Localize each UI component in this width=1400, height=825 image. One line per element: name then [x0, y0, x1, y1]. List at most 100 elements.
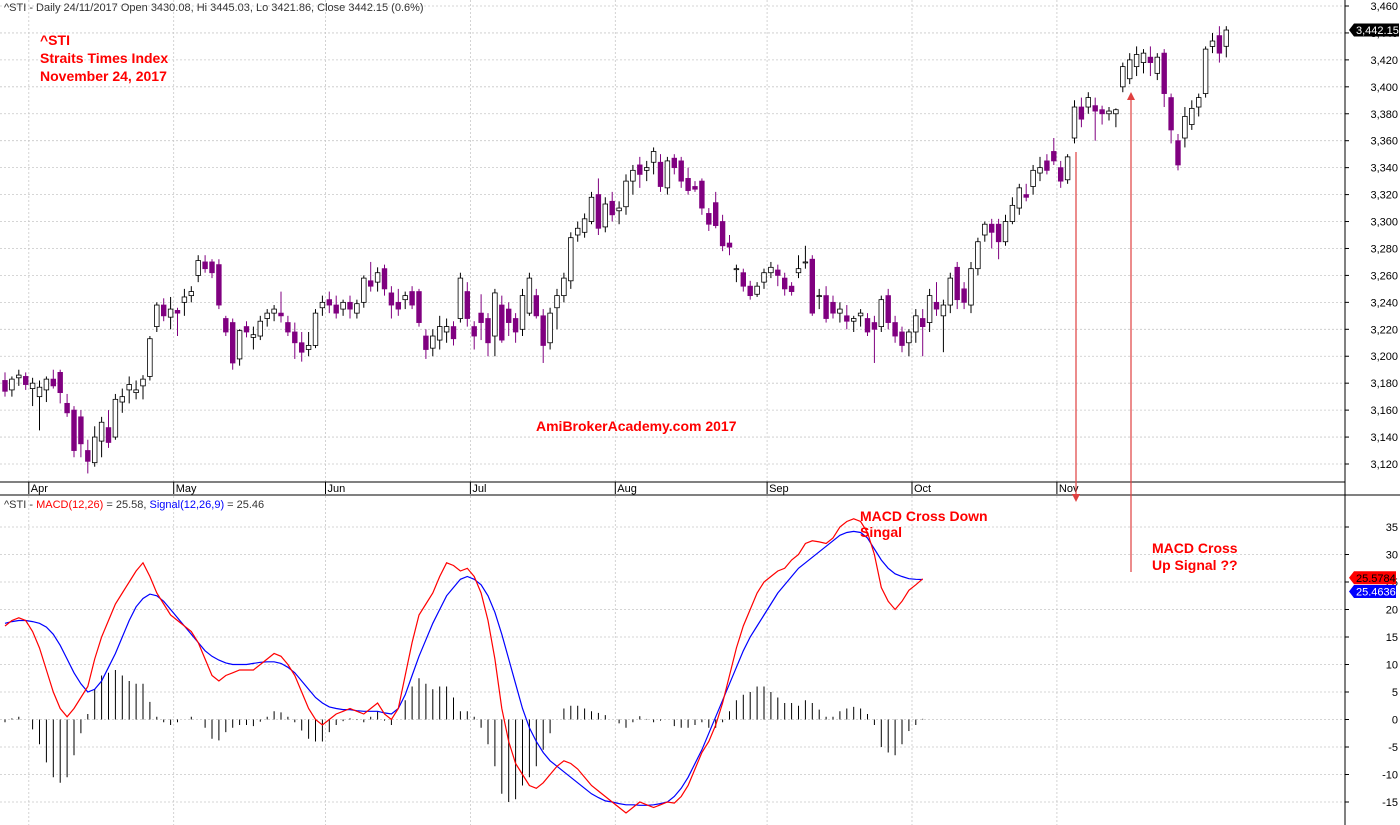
candle-down	[292, 331, 298, 344]
candle-down	[782, 277, 788, 290]
candle-up	[236, 330, 243, 360]
candle-down	[71, 409, 77, 451]
candle-up	[92, 436, 98, 464]
candle-up	[1133, 54, 1140, 68]
candle-up	[250, 334, 257, 338]
candle-up	[1002, 221, 1009, 243]
candle-up	[154, 304, 160, 327]
candle-down	[933, 301, 940, 310]
signal-line	[4, 530, 923, 806]
candle-down	[367, 280, 374, 287]
candle-up	[340, 301, 346, 310]
candle-down	[499, 304, 505, 341]
candle-up	[1030, 169, 1036, 187]
candle-up	[43, 378, 50, 391]
candle-down	[692, 186, 698, 190]
month-label: Apr	[31, 483, 48, 495]
candle-up	[1154, 56, 1160, 74]
price-tick-label: 3,280	[1370, 243, 1398, 255]
candle-down	[416, 291, 422, 323]
candle-down	[485, 318, 491, 344]
candle-up	[561, 277, 567, 297]
candle-up	[1113, 109, 1119, 115]
candle-up	[195, 260, 201, 276]
candle-down	[85, 450, 91, 462]
candle-down	[278, 312, 284, 317]
annotation-symbol: ^STI	[40, 32, 70, 48]
candle-down	[409, 291, 415, 306]
candle-up	[913, 315, 919, 333]
candle-up	[119, 396, 125, 403]
candle-up	[940, 304, 947, 317]
candle-down	[809, 258, 815, 314]
price-tick-label: 3,380	[1370, 109, 1398, 121]
candle-up	[271, 308, 277, 314]
price-tick-label: 3,160	[1370, 405, 1398, 417]
price-tick-label: 3,420	[1370, 55, 1398, 67]
candle-down	[57, 371, 63, 394]
candle-up	[1202, 48, 1209, 94]
signal-last-badge: 25.4636	[1349, 584, 1396, 598]
macd-tick-label: 0	[1392, 715, 1398, 727]
candle-up	[16, 374, 22, 379]
cross-down-arrow	[1072, 152, 1080, 502]
candle-down	[464, 291, 470, 319]
candle-down	[347, 301, 353, 310]
candle-up	[568, 237, 574, 282]
candle-down	[706, 213, 712, 225]
candle-up	[147, 338, 153, 377]
candle-down	[229, 322, 236, 364]
candle-up	[851, 318, 857, 322]
candle-up	[9, 378, 15, 391]
candle-down	[285, 322, 291, 333]
candle-up	[1127, 59, 1133, 80]
candle-up	[1016, 187, 1022, 209]
candle-up	[768, 266, 774, 274]
candle-up	[305, 345, 312, 350]
candle-up	[733, 268, 740, 271]
candle-down	[864, 318, 871, 333]
candle-down	[637, 164, 643, 175]
candle-down	[105, 427, 112, 443]
candle-up	[312, 312, 319, 346]
candle-down	[885, 295, 891, 323]
price-tick-label: 3,140	[1370, 432, 1398, 444]
candle-down	[478, 312, 484, 323]
candle-down	[160, 304, 167, 317]
candle-up	[1189, 107, 1195, 125]
candle-down	[326, 299, 332, 306]
candle-down	[713, 202, 719, 226]
macd-last-badge-label: 25.5784	[1356, 573, 1396, 585]
month-label: Oct	[914, 483, 931, 495]
price-tick-label: 3,340	[1370, 163, 1398, 175]
candle-down	[685, 178, 691, 191]
candle-up	[1106, 110, 1112, 115]
candle-up	[36, 386, 43, 398]
price-tick-label: 3,180	[1370, 378, 1398, 390]
candle-down	[1216, 35, 1223, 54]
candle-up	[623, 180, 629, 208]
candle-up	[112, 398, 119, 438]
annotation-cross-down-line1: MACD Cross Down	[860, 508, 988, 524]
macd-header-signal-label: Signal(12,26,9)	[150, 499, 225, 511]
candle-up	[616, 207, 622, 212]
candle-up	[664, 160, 671, 189]
candle-up	[1209, 40, 1216, 47]
candle-down	[719, 221, 726, 247]
candle-up	[29, 382, 36, 389]
candle-up	[602, 203, 608, 228]
macd-header: ^STI - MACD(12,26) = 25.58, Signal(12,26…	[4, 499, 264, 511]
candle-up	[167, 308, 174, 318]
macd-tick-label: -5	[1388, 742, 1398, 754]
candle-down	[395, 301, 401, 310]
candle-up	[1196, 97, 1202, 108]
candle-down	[540, 315, 546, 346]
candle-down	[216, 264, 222, 306]
candle-down	[899, 331, 905, 346]
candle-down	[64, 402, 70, 414]
candle-down	[450, 326, 457, 340]
candle-down	[595, 194, 602, 229]
price-tick-label: 3,120	[1370, 459, 1398, 471]
candle-up	[816, 295, 822, 298]
candle-up	[264, 312, 270, 319]
